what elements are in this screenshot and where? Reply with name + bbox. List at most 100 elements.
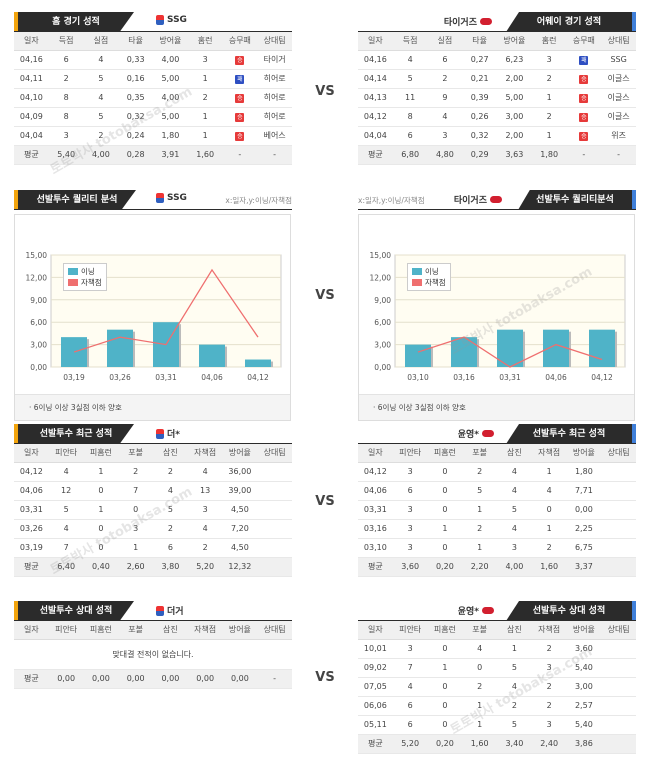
table-cell: 0 — [427, 715, 463, 735]
legend-swatch-innings — [412, 268, 422, 275]
table-cell: 승 — [222, 107, 258, 127]
column-header: 승무패 — [222, 32, 258, 51]
table-cell: 2 — [83, 126, 119, 146]
table-cell — [601, 639, 636, 659]
average-row: 평균 6,40 0,40 2,60 3,80 5,20 12,32 — [14, 557, 292, 577]
win-icon: 승 — [579, 74, 589, 84]
table-cell: 0,33 — [118, 50, 153, 70]
quality-right-tab: 선발투수 퀄리티분석 — [518, 190, 636, 210]
table-cell: 3 — [531, 50, 567, 70]
table-cell: 4 — [48, 519, 84, 539]
quality-left-hint: x:일자,y:이닝/자책점 — [225, 196, 292, 205]
average-cell: 평균 — [14, 557, 49, 577]
kia-logo-icon — [482, 607, 494, 614]
average-cell: 5,20 — [392, 734, 428, 754]
pitcher-vs-left-name-text: 더거 — [167, 607, 184, 617]
table-cell: 0,27 — [462, 50, 497, 70]
column-header: 득점 — [48, 32, 84, 51]
pitcher-recent-left-table: 일자 피안타 피홈런 포볼 삼진 자책점 방어율 상대팀 04,12 4 1 2 2 4 36,00 04,0… — [14, 444, 292, 577]
loss-icon: 패 — [235, 74, 245, 84]
average-cell: 0,00 — [48, 669, 84, 689]
table-cell — [601, 481, 636, 501]
table-cell: 7,20 — [222, 519, 258, 539]
quality-right-chart: 0,00 3,00 6,00 9,00 12,00 15,00 03,10 03,16 03,3… — [358, 214, 635, 421]
ssg-logo-icon — [156, 428, 164, 439]
table-cell: 1 — [462, 500, 497, 520]
legend-swatch-innings — [68, 268, 78, 275]
table-cell: 5 — [83, 107, 119, 127]
win-icon: 승 — [579, 131, 589, 141]
average-cell: 0,00 — [153, 669, 188, 689]
home-record-tab: 홈 경기 성적 — [14, 12, 134, 32]
average-cell: - — [566, 145, 602, 165]
table-cell: 0,26 — [462, 107, 497, 127]
table-cell: 4 — [153, 481, 188, 501]
pitcher-right-name-text: 윤영* — [457, 430, 479, 440]
table-cell: 0 — [118, 500, 153, 520]
table-cell — [601, 658, 636, 678]
average-cell: 3,63 — [497, 145, 532, 165]
column-header: 포볼 — [118, 621, 153, 640]
table-cell: 7 — [48, 538, 84, 558]
table-cell: 04,11 — [14, 69, 49, 89]
column-header: 삼진 — [497, 621, 532, 640]
column-header: 일자 — [358, 444, 393, 463]
table-cell: 0 — [427, 538, 463, 558]
table-cell: 4 — [497, 519, 532, 539]
column-header: 득점 — [392, 32, 428, 51]
line-earned-runs — [73, 268, 259, 353]
x-tick-label: 04,12 — [591, 373, 613, 382]
quality-left-chart: 0,00 3,00 6,00 9,00 12,00 15,00 03,19 03,26 03,3… — [14, 214, 291, 421]
legend-er-label: 자책점 — [81, 278, 102, 287]
column-header: 홈런 — [531, 32, 567, 51]
pitcher-vs-left-header: 선발투수 상대 성적 더거 — [14, 601, 292, 621]
table-cell: 5 — [48, 500, 84, 520]
pitcher-vs-left-table: 일자 피안타 피홈런 포볼 삼진 자책점 방어율 상대팀 맞대결 전적이 없습니다. 평균 0,… — [14, 621, 292, 689]
table-cell: 04,14 — [358, 69, 393, 89]
x-tick-label: 03,31 — [155, 373, 177, 382]
line-earned-runs — [417, 336, 603, 368]
table-cell: 3 — [392, 500, 428, 520]
column-header: 일자 — [358, 621, 393, 640]
y-tick-label: 15,00 — [370, 251, 392, 260]
table-cell: 11 — [392, 88, 428, 108]
vs-label-2: VS — [315, 288, 335, 303]
column-header: 타율 — [118, 32, 153, 51]
table-row: 04,09 8 5 0,32 5,00 1 승 히어로 — [14, 107, 292, 127]
table-cell: 2,25 — [566, 519, 602, 539]
table-cell: 04,12 — [358, 462, 393, 482]
table-cell: 1 — [531, 519, 567, 539]
table-row: 04,12 4 1 2 2 4 36,00 — [14, 462, 292, 482]
pitcher-recent-left-tab: 선발투수 최근 성적 — [14, 424, 134, 444]
table-cell: 2 — [531, 107, 567, 127]
y-tick-label: 3,00 — [30, 341, 47, 350]
bar-innings — [107, 329, 133, 367]
table-cell: 1 — [187, 126, 223, 146]
table-cell: 이글스 — [601, 107, 636, 127]
table-cell: 4 — [187, 519, 223, 539]
table-cell: 6 — [153, 538, 188, 558]
legend-er-label: 자책점 — [425, 278, 446, 287]
column-header: 자책점 — [531, 621, 567, 640]
table-cell: 12 — [48, 481, 84, 501]
column-header: 상대팀 — [257, 32, 292, 51]
table-cell: 3 — [118, 519, 153, 539]
table-cell: 이글스 — [601, 88, 636, 108]
pitcher-vs-right-panel: 윤영* 선발투수 상대 성적 일자 피안타 피홈런 포볼 삼진 자책점 방어율 상대팀 10,0… — [358, 601, 636, 754]
table-cell: 5 — [153, 500, 188, 520]
average-cell: - — [257, 669, 292, 689]
table-cell: 0,16 — [118, 69, 153, 89]
column-header: 피안타 — [392, 621, 428, 640]
average-cell: 5,20 — [187, 557, 223, 577]
table-cell: 1 — [83, 462, 119, 482]
average-row: 평균 3,60 0,20 2,20 4,00 1,60 3,37 — [358, 557, 636, 577]
table-cell: 3 — [531, 715, 567, 735]
table-cell: 8 — [48, 88, 84, 108]
average-cell: 평균 — [358, 734, 393, 754]
table-cell: 4 — [497, 481, 532, 501]
table-cell: 2 — [497, 696, 532, 716]
average-cell: - — [601, 145, 636, 165]
column-header: 자책점 — [187, 621, 223, 640]
average-cell: 0,40 — [83, 557, 119, 577]
table-cell: 7,71 — [566, 481, 602, 501]
